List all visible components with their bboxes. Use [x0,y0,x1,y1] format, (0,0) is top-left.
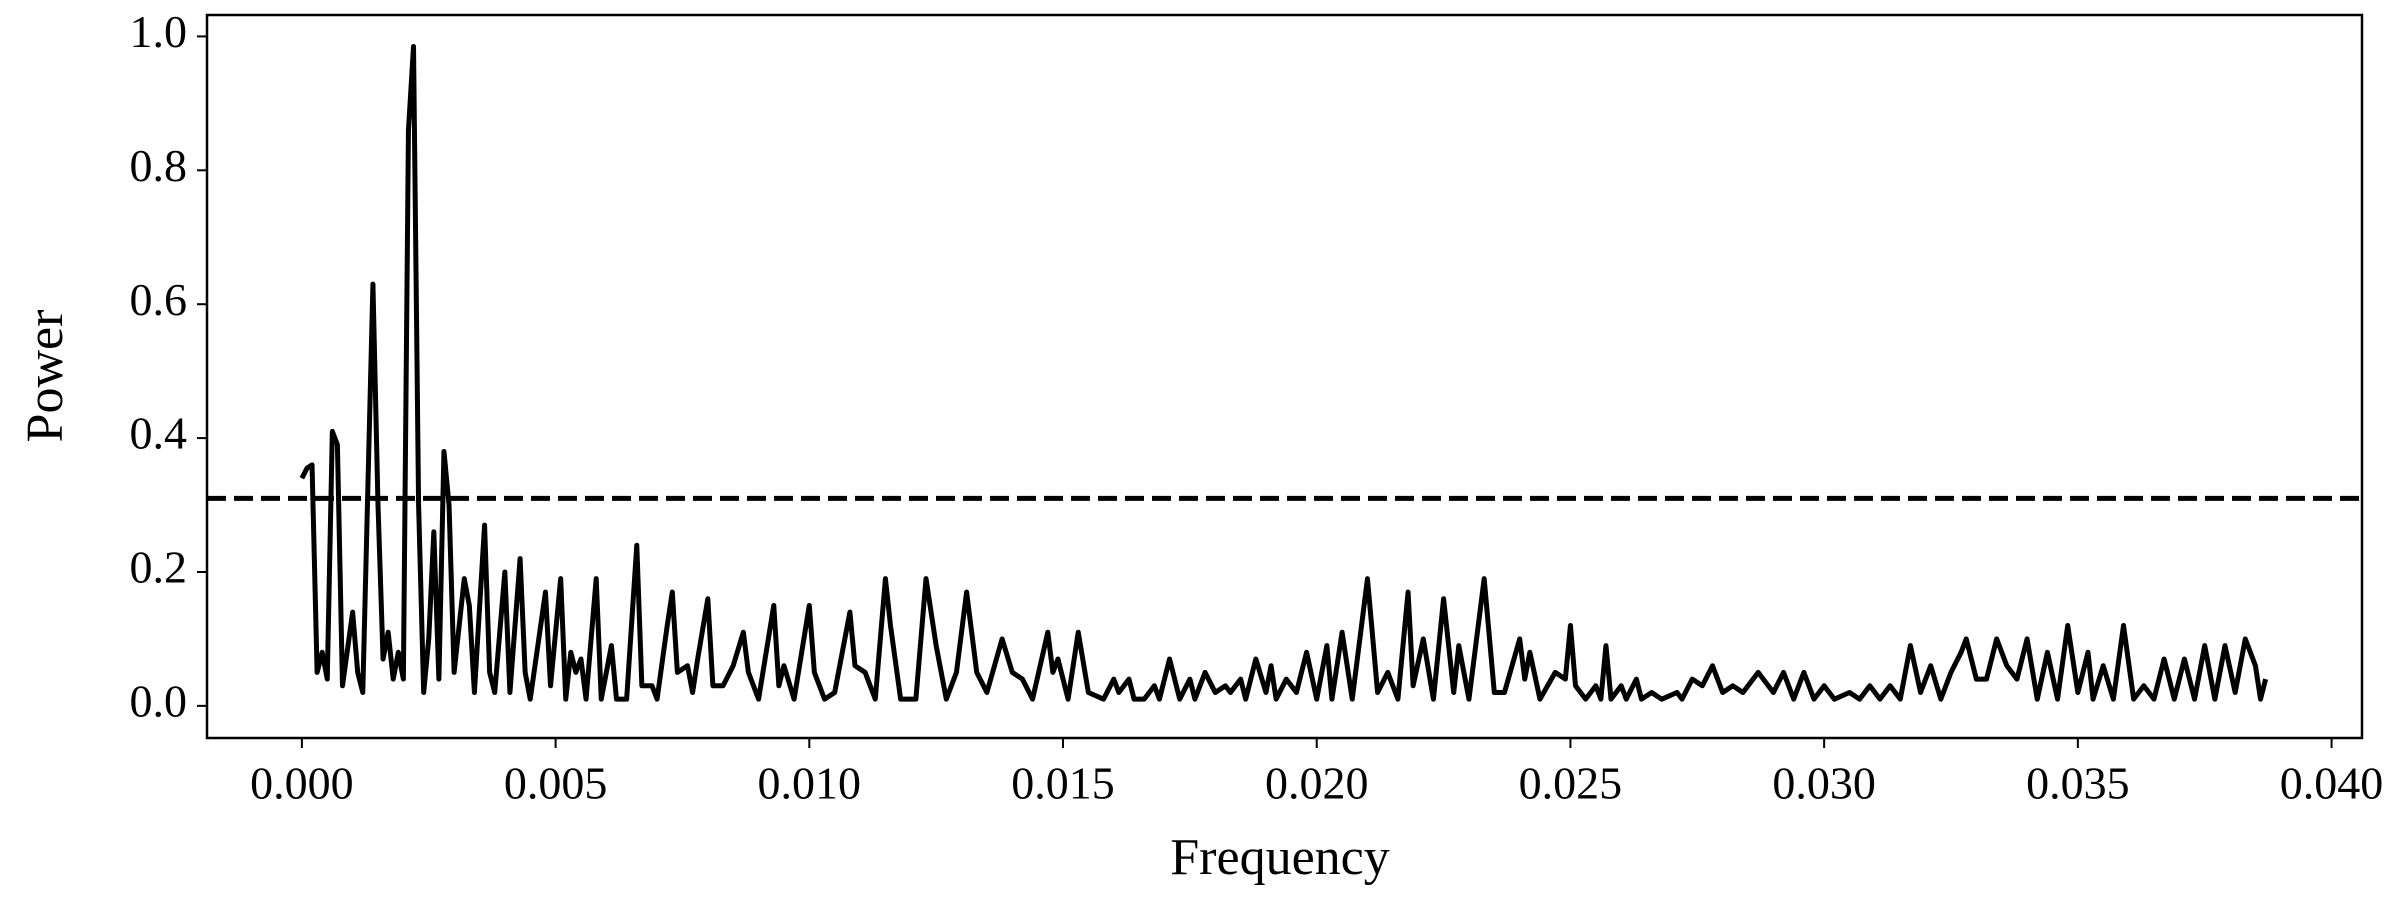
x-tick-label: 0.005 [504,758,608,809]
y-tick-label: 0.2 [130,542,188,593]
power-line [299,43,2269,702]
y-tick-label: 1.0 [130,6,188,57]
x-tick-label: 0.030 [1772,758,1876,809]
x-tick-label: 0.020 [1265,758,1369,809]
x-tick-label: 0.000 [250,758,354,809]
plot-frame [205,13,2364,740]
y-tick-label: 0.4 [130,408,188,459]
x-tick-label: 0.015 [1011,758,1115,809]
y-tick-label: 0.8 [130,140,188,191]
y-axis-label: Power [17,310,74,443]
x-axis-label: Frequency [1170,829,1389,886]
x-tick-label: 0.035 [2026,758,2130,809]
y-tick-label: 0.0 [130,675,188,726]
x-tick-label: 0.010 [758,758,862,809]
y-tick-label: 0.6 [130,274,188,325]
x-tick-label: 0.040 [2280,758,2384,809]
x-tick-label: 0.025 [1519,758,1623,809]
